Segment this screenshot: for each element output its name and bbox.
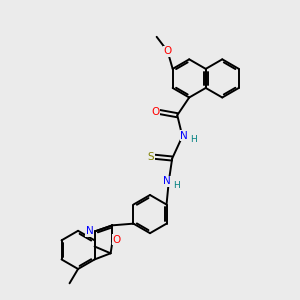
Text: O: O bbox=[112, 235, 121, 245]
Text: H: H bbox=[173, 181, 180, 190]
Text: N: N bbox=[86, 226, 94, 236]
Text: N: N bbox=[163, 176, 171, 186]
Text: S: S bbox=[148, 152, 154, 162]
Text: O: O bbox=[164, 46, 172, 56]
Text: O: O bbox=[152, 107, 160, 117]
Text: N: N bbox=[180, 131, 188, 141]
Text: H: H bbox=[190, 135, 197, 144]
